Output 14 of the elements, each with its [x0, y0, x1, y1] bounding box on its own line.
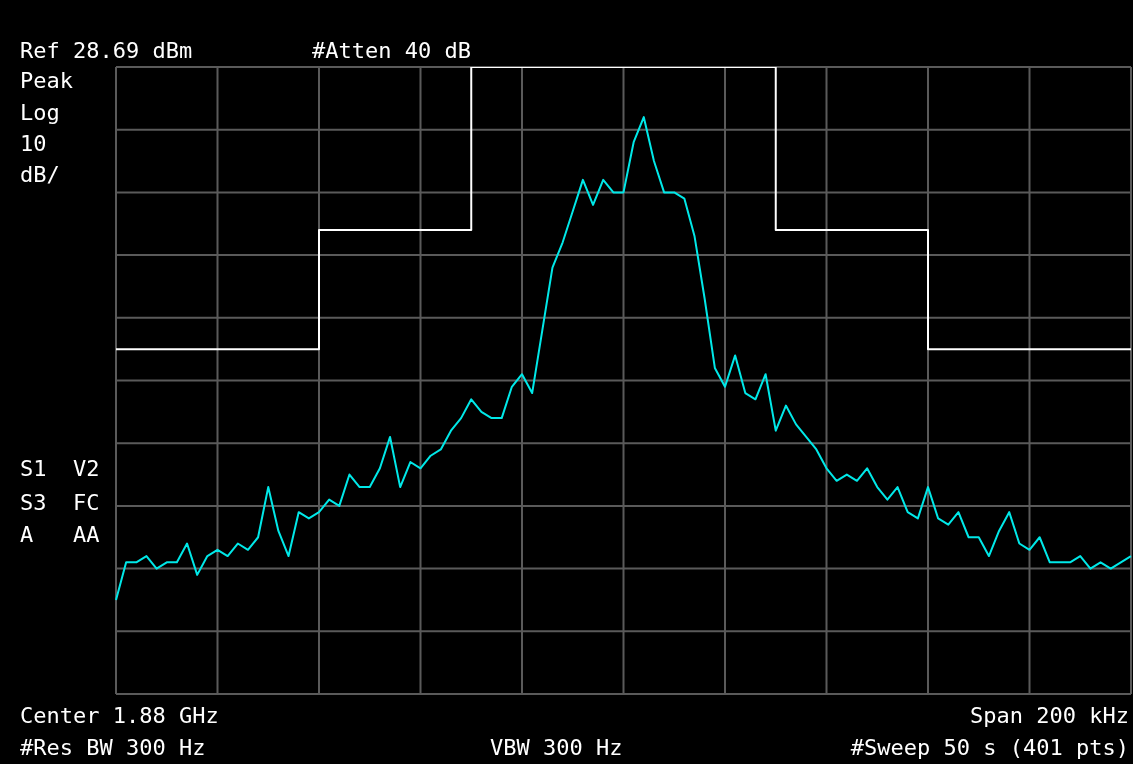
text: Log: [20, 100, 60, 126]
text: Peak: [20, 68, 73, 94]
text: VBW 300 Hz: [490, 735, 623, 761]
text: #Res BW 300 Hz: [20, 735, 206, 761]
text: Center 1.88 GHz: [20, 703, 219, 729]
text: 10: [20, 131, 47, 157]
text: dB/: [20, 162, 60, 188]
text: A AA: [20, 522, 100, 548]
text: Ref 28.69 dBm: [20, 38, 193, 64]
text: S1 V2: [20, 456, 100, 482]
text: #Sweep 50 s (401 pts): [850, 735, 1129, 761]
text: #Atten 40 dB: [312, 38, 471, 64]
text: Span 200 kHz: [970, 703, 1129, 729]
text: S3 FC: [20, 490, 100, 516]
